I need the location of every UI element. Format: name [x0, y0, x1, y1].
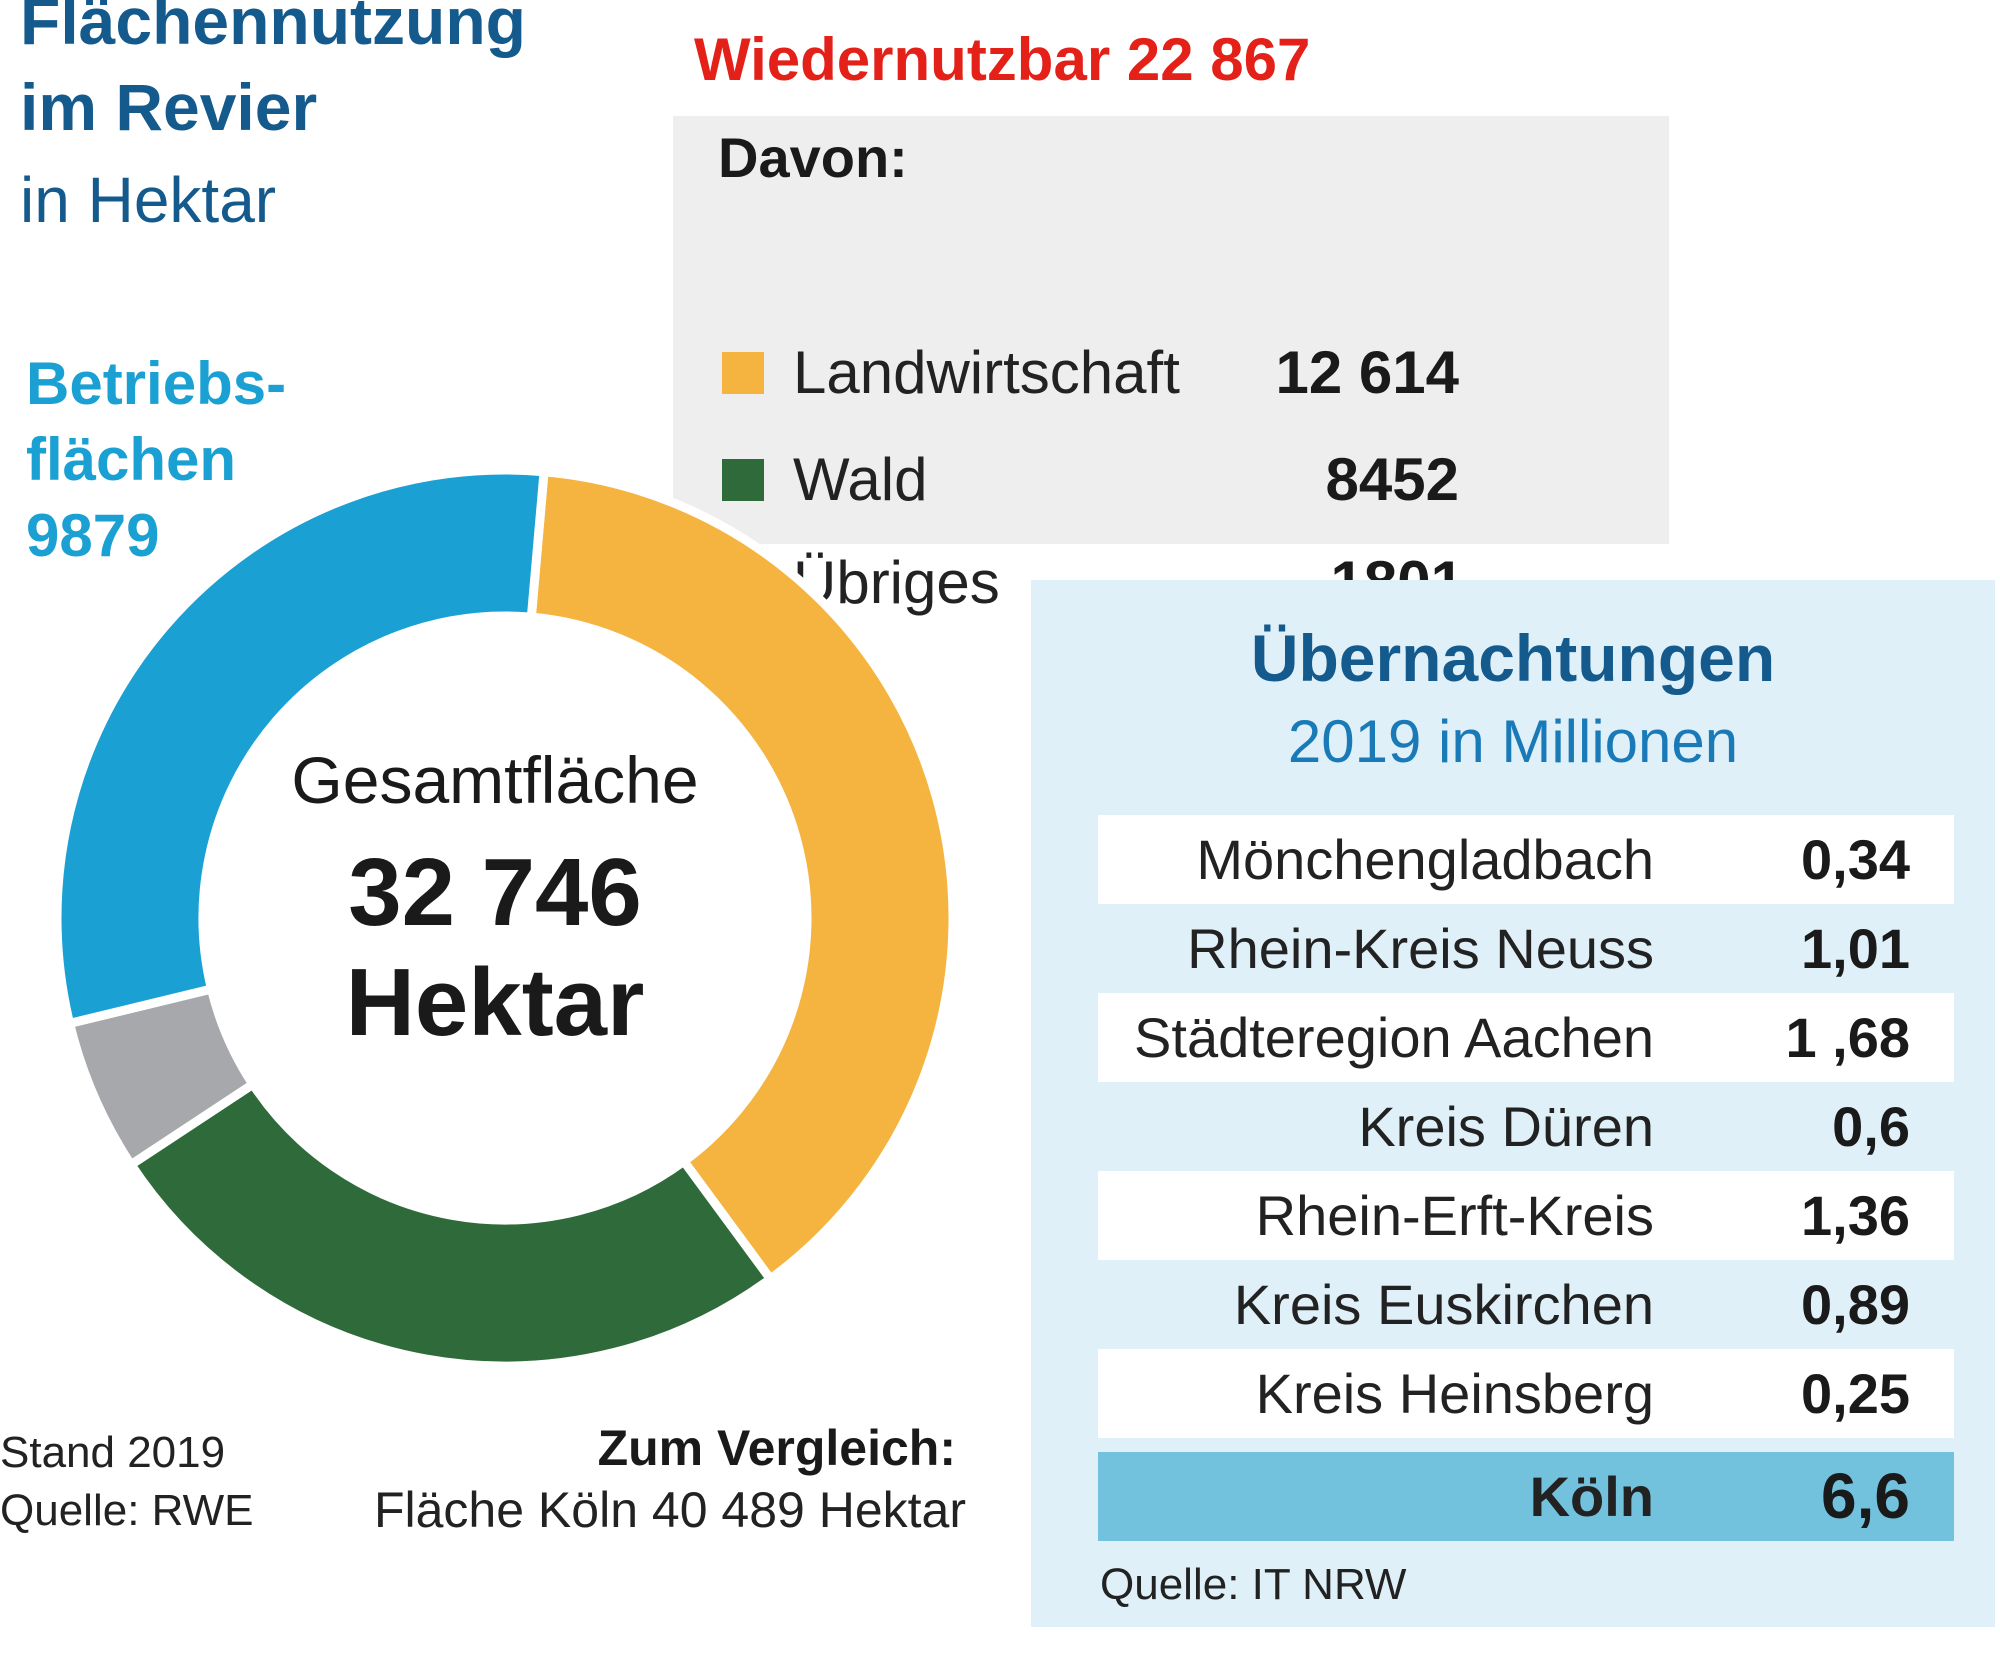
donut-slice-landwirtschaft	[526, 466, 958, 1286]
total-label: Gesamtfläche	[291, 743, 699, 817]
row-value: 0,25	[1801, 1362, 1910, 1425]
donut-slice-wald	[124, 1078, 777, 1371]
row-value: 1,01	[1801, 917, 1910, 980]
legend-item-wald: Wald 8452	[673, 440, 1669, 520]
table-row: Rhein-Erft-Kreis 1,36	[1098, 1171, 1954, 1260]
table-row-koeln: Köln 6,6	[1098, 1452, 1954, 1541]
uebernachtungen-title: Übernachtungen	[1250, 621, 1776, 695]
betriebsflaechen-line-1: Betriebs-	[26, 350, 287, 417]
row-value: 6,6	[1821, 1460, 1910, 1532]
legend-label: Landwirtschaft	[793, 339, 1180, 406]
row-name: Kreis Düren	[1358, 1095, 1654, 1158]
row-value: 0,89	[1801, 1273, 1910, 1336]
legend-value: 8452	[1325, 446, 1459, 513]
donut-slice-betriebsflaechen	[52, 465, 549, 1029]
row-name: Köln	[1529, 1465, 1654, 1528]
row-name: Rhein-Erft-Kreis	[1255, 1184, 1654, 1247]
total-unit: Hektar	[345, 949, 645, 1056]
vergleich-text: Fläche Köln 40 489 Hektar	[373, 1482, 966, 1538]
wiedernutzbar-label: Wiedernutzbar 22 867	[694, 26, 1311, 93]
row-name: Rhein-Kreis Neuss	[1187, 917, 1654, 980]
legend-item-landwirtschaft: Landwirtschaft 12 614	[673, 333, 1669, 413]
legend-value: 12 614	[1275, 339, 1459, 406]
title-line-2: im Revier	[20, 70, 318, 144]
source-note: Stand 2019 Quelle: RWE	[0, 1424, 254, 1540]
legend-swatch-landwirtschaft	[722, 352, 764, 394]
quelle-text: Quelle: RWE	[0, 1486, 254, 1535]
row-value: 0,34	[1801, 828, 1910, 891]
total-value: 32 746	[348, 839, 642, 946]
legend-label: Wald	[793, 446, 928, 513]
table-row: Rhein-Kreis Neuss 1,01	[1098, 904, 1954, 993]
vergleich-title: Zum Vergleich:	[597, 1420, 956, 1476]
row-value: 0,6	[1832, 1095, 1910, 1158]
table-row: Städteregion Aachen 1 ,68	[1098, 993, 1954, 1082]
row-value: 1 ,68	[1785, 1006, 1910, 1069]
table-row: Kreis Düren 0,6	[1098, 1082, 1954, 1171]
table-row: Mönchengladbach 0,34	[1098, 815, 1954, 904]
uebernachtungen-source: Quelle: IT NRW	[1100, 1560, 1407, 1609]
donut-chart	[52, 465, 958, 1371]
davon-title: Davon:	[718, 126, 908, 189]
chart-title: Flächennutzung im Revier	[20, 0, 526, 150]
table-row: Kreis Euskirchen 0,89	[1098, 1260, 1954, 1349]
row-name: Kreis Euskirchen	[1233, 1273, 1654, 1336]
betriebsflaechen-value: 9879	[26, 502, 160, 569]
title-unit: in Hektar	[20, 164, 277, 236]
legend-swatch-wald	[722, 459, 764, 501]
title-line-1: Flächennutzung	[20, 0, 526, 58]
betriebsflaechen-label: Betriebs- flächen 9879	[26, 346, 286, 574]
row-name: Städteregion Aachen	[1134, 1006, 1654, 1069]
table-row: Kreis Heinsberg 0,25	[1098, 1349, 1954, 1438]
stand-text: Stand 2019	[0, 1428, 226, 1477]
betriebsflaechen-line-2: flächen	[26, 426, 237, 493]
row-value: 1,36	[1801, 1184, 1910, 1247]
row-name: Mönchengladbach	[1196, 828, 1654, 891]
row-name: Kreis Heinsberg	[1255, 1362, 1654, 1425]
uebernachtungen-subtitle: 2019 in Millionen	[1287, 708, 1739, 775]
